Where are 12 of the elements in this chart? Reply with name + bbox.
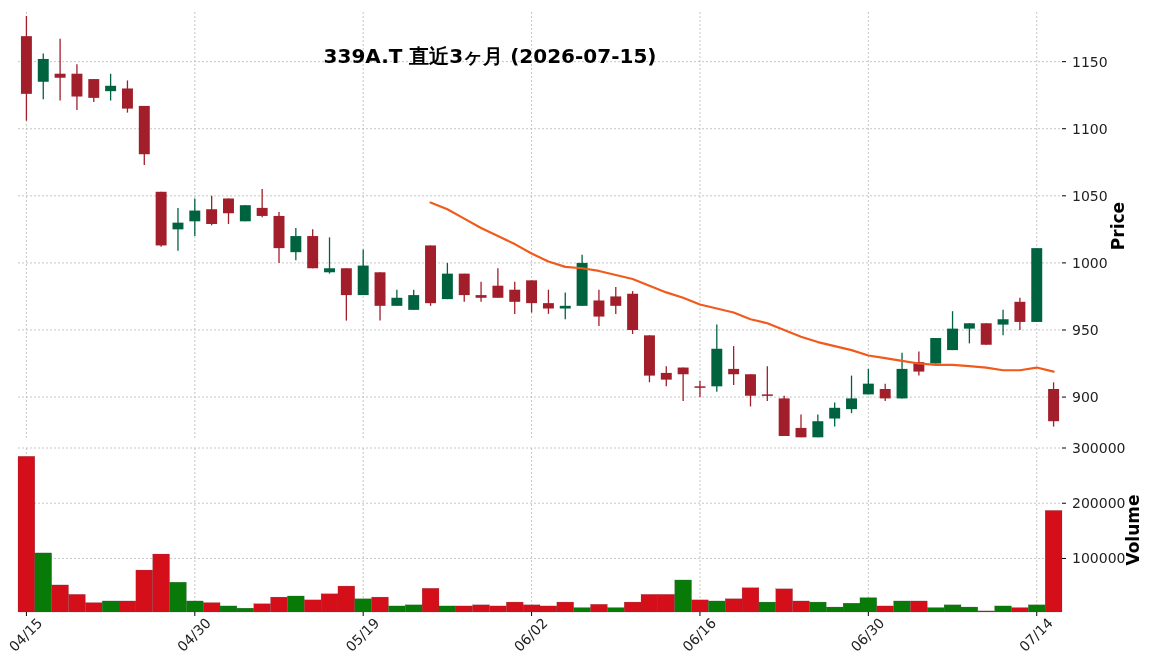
y-tick-label: 1000 [1072,254,1108,271]
y-tick-label: 200000 [1072,495,1126,512]
y-tick-label: 900 [1072,389,1099,406]
line-series [429,201,1055,373]
y-tick-label: 1050 [1072,187,1108,204]
y-axis-title: Price [1108,201,1128,251]
y-tick-label: 950 [1072,321,1099,338]
text: 339A.T 直近3ヶ月 (2026-07-15) [323,44,657,68]
y-tick-label: 1150 [1072,53,1108,70]
y-tick-label: 1100 [1072,120,1108,137]
y-tick-label: 100000 [1072,550,1126,567]
y-tick-label: 300000 [1072,440,1126,456]
